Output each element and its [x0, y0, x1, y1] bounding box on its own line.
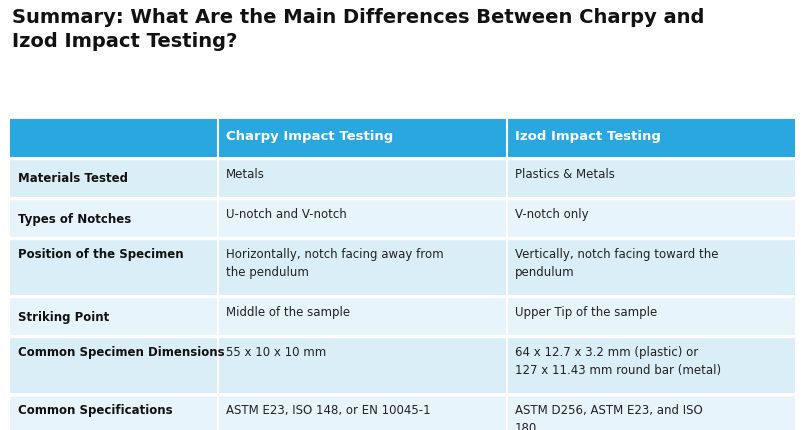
Bar	[507, 337, 795, 393]
Text: 64 x 12.7 x 3.2 mm (plastic) or
127 x 11.43 mm round bar (metal): 64 x 12.7 x 3.2 mm (plastic) or 127 x 11…	[515, 345, 721, 376]
Text: V-notch only: V-notch only	[515, 208, 588, 221]
Text: Plastics & Metals: Plastics & Metals	[515, 168, 615, 181]
Bar	[507, 240, 795, 295]
Bar	[10, 337, 218, 393]
Text: Materials Tested: Materials Tested	[18, 172, 128, 185]
Bar	[10, 240, 218, 295]
Bar	[218, 120, 507, 158]
Bar	[218, 240, 507, 295]
Bar	[507, 297, 795, 335]
Text: Striking Point: Striking Point	[18, 310, 109, 323]
Bar	[10, 160, 218, 197]
Bar	[507, 395, 795, 430]
Text: Summary: What Are the Main Differences Between Charpy and
Izod Impact Testing?: Summary: What Are the Main Differences B…	[12, 8, 704, 51]
Text: 55 x 10 x 10 mm: 55 x 10 x 10 mm	[226, 345, 326, 358]
Text: ASTM D256, ASTM E23, and ISO
180: ASTM D256, ASTM E23, and ISO 180	[515, 403, 703, 430]
Text: Types of Notches: Types of Notches	[18, 212, 131, 225]
Text: Position of the Specimen: Position of the Specimen	[18, 247, 184, 261]
Bar	[10, 297, 218, 335]
Text: Charpy Impact Testing: Charpy Impact Testing	[226, 130, 394, 143]
Bar	[10, 120, 218, 158]
Bar	[218, 337, 507, 393]
Text: Common Specifications: Common Specifications	[18, 403, 172, 416]
Text: Middle of the sample: Middle of the sample	[226, 305, 350, 318]
Bar	[507, 200, 795, 237]
Text: Vertically, notch facing toward the
pendulum: Vertically, notch facing toward the pend…	[515, 247, 718, 278]
Bar	[218, 297, 507, 335]
Bar	[218, 200, 507, 237]
Text: ASTM E23, ISO 148, or EN 10045-1: ASTM E23, ISO 148, or EN 10045-1	[226, 403, 431, 416]
Bar	[218, 395, 507, 430]
Text: Metals: Metals	[226, 168, 265, 181]
Bar	[218, 160, 507, 197]
Bar	[10, 395, 218, 430]
Bar	[507, 120, 795, 158]
Text: Common Specimen Dimensions: Common Specimen Dimensions	[18, 345, 225, 358]
Bar	[507, 160, 795, 197]
Text: Upper Tip of the sample: Upper Tip of the sample	[515, 305, 657, 318]
Bar	[10, 200, 218, 237]
Text: Horizontally, notch facing away from
the pendulum: Horizontally, notch facing away from the…	[226, 247, 444, 278]
Text: U-notch and V-notch: U-notch and V-notch	[226, 208, 347, 221]
Text: Izod Impact Testing: Izod Impact Testing	[515, 130, 661, 143]
